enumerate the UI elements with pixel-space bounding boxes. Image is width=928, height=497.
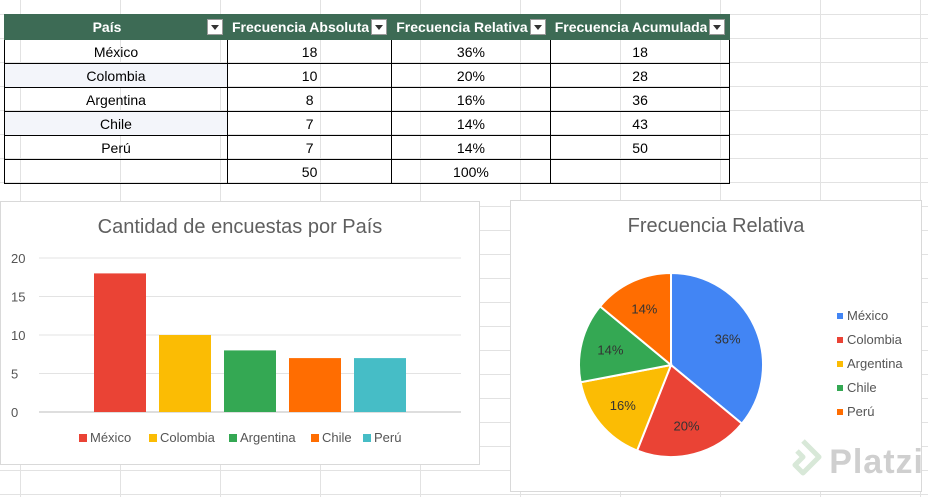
table-row: México 18 36% 18 (4, 39, 731, 64)
bar[interactable] (354, 358, 406, 412)
legend-swatch (311, 434, 319, 442)
legend-swatch (837, 337, 843, 343)
table-cell[interactable] (4, 159, 228, 184)
pie-slice-label: 16% (610, 398, 636, 413)
bar[interactable] (289, 358, 341, 412)
pie-slice[interactable] (635, 363, 744, 458)
filter-dropdown-icon[interactable] (709, 19, 726, 35)
pie-slice[interactable] (578, 304, 674, 384)
pie-slice-label: 14% (631, 301, 657, 316)
y-tick-label: 20 (11, 251, 25, 266)
column-header-label: Frecuencia Relativa (396, 19, 528, 35)
pie-slice[interactable] (670, 271, 764, 426)
table-row: Perú 7 14% 50 (4, 135, 731, 160)
table-cell[interactable]: 36 (549, 87, 731, 112)
table-cell[interactable]: 50 (226, 159, 393, 184)
table-cell[interactable]: 10 (226, 63, 393, 88)
bar-chart: 0 5 10 15 20 México Colombia Argentina Chile Perú (11, 251, 461, 445)
legend-label: Colombia (160, 430, 216, 445)
legend-label: México (90, 430, 131, 445)
bar[interactable] (224, 350, 276, 412)
table-row: Argentina 8 16% 36 (4, 87, 731, 112)
legend-label: Argentina (847, 356, 903, 371)
legend-swatch (837, 409, 843, 415)
legend-label: Colombia (847, 332, 903, 347)
table-cell[interactable]: 7 (226, 111, 393, 136)
pie-chart-title: Frecuencia Relativa (627, 215, 805, 237)
legend-swatch (149, 434, 157, 442)
table-row: Chile 7 14% 43 (4, 111, 731, 136)
pie-slice-label: 20% (674, 419, 700, 434)
pie-slice-label: 14% (597, 342, 623, 357)
table-cell[interactable]: 20% (391, 63, 551, 88)
table-cell[interactable]: Colombia (4, 63, 228, 88)
legend-swatch (837, 313, 843, 319)
table-cell[interactable]: 50 (549, 135, 731, 160)
legend-swatch (363, 434, 371, 442)
table-cell[interactable]: 8 (226, 87, 393, 112)
y-tick-label: 15 (11, 290, 25, 305)
bar-chart-title: Cantidad de encuestas por País (97, 216, 383, 238)
pie-slice[interactable] (598, 271, 672, 368)
platzi-watermark: Platzi (783, 438, 924, 487)
legend-label: Perú (847, 404, 874, 419)
y-tick-label: 10 (11, 328, 25, 343)
filter-dropdown-icon[interactable] (371, 19, 388, 35)
filter-dropdown-icon[interactable] (207, 19, 223, 35)
table-cell[interactable]: 18 (226, 39, 393, 64)
bar[interactable] (94, 273, 146, 412)
column-header-frecuencia-absoluta: Frecuencia Absoluta (226, 14, 393, 40)
table-cell[interactable]: 16% (391, 87, 551, 112)
table-cell[interactable]: 18 (549, 39, 731, 64)
legend-label: Chile (322, 430, 352, 445)
bar-chart-panel[interactable]: Cantidad de encuestas por País 0 5 10 15 20 M… (0, 201, 480, 465)
legend-label: México (847, 308, 888, 323)
pie-chart: 36% 20% 16% 14% 14% México Colombia Argentina Ch… (578, 271, 903, 458)
table-header-row: País Frecuencia Absoluta Frecuencia Rela… (4, 14, 731, 40)
column-header-label: País (92, 19, 122, 35)
table-row: Colombia 10 20% 28 (4, 63, 731, 88)
table-cell[interactable]: 36% (391, 39, 551, 64)
legend-label: Argentina (240, 430, 296, 445)
pie-slice-label: 36% (715, 331, 741, 346)
table-cell[interactable]: 14% (391, 111, 551, 136)
frequency-table: País Frecuencia Absoluta Frecuencia Rela… (4, 14, 731, 184)
bar[interactable] (159, 335, 211, 412)
pie-slice[interactable] (579, 363, 673, 452)
watermark-text: Platzi (829, 443, 924, 481)
filter-dropdown-icon[interactable] (529, 19, 546, 35)
platzi-logo-icon (783, 438, 823, 487)
table-cell[interactable]: Chile (4, 111, 228, 136)
table-cell[interactable] (549, 159, 731, 184)
table-cell[interactable]: 7 (226, 135, 393, 160)
column-header-label: Frecuencia Absoluta (232, 19, 370, 35)
pie-chart-panel[interactable]: Frecuencia Relativa 36% 20% 16% 14% 14% Méxic… (510, 200, 922, 492)
y-tick-label: 0 (11, 405, 18, 420)
table-cell[interactable]: 14% (391, 135, 551, 160)
legend-swatch (837, 361, 843, 367)
table-cell[interactable]: 28 (549, 63, 731, 88)
column-header-frecuencia-acumulada: Frecuencia Acumulada (549, 14, 731, 40)
table-cell[interactable]: Perú (4, 135, 228, 160)
column-header-label: Frecuencia Acumulada (554, 19, 708, 35)
y-tick-label: 5 (11, 367, 18, 382)
table-cell[interactable]: 100% (391, 159, 551, 184)
legend-swatch (229, 434, 237, 442)
column-header-frecuencia-relativa: Frecuencia Relativa (391, 14, 551, 40)
legend-swatch (79, 434, 87, 442)
table-total-row: 50 100% (4, 159, 731, 184)
table-cell[interactable]: México (4, 39, 228, 64)
table-cell[interactable]: Argentina (4, 87, 228, 112)
table-cell[interactable]: 43 (549, 111, 731, 136)
legend-label: Chile (847, 380, 877, 395)
legend-label: Perú (374, 430, 401, 445)
legend-swatch (837, 385, 843, 391)
column-header-pais: País (4, 14, 228, 40)
